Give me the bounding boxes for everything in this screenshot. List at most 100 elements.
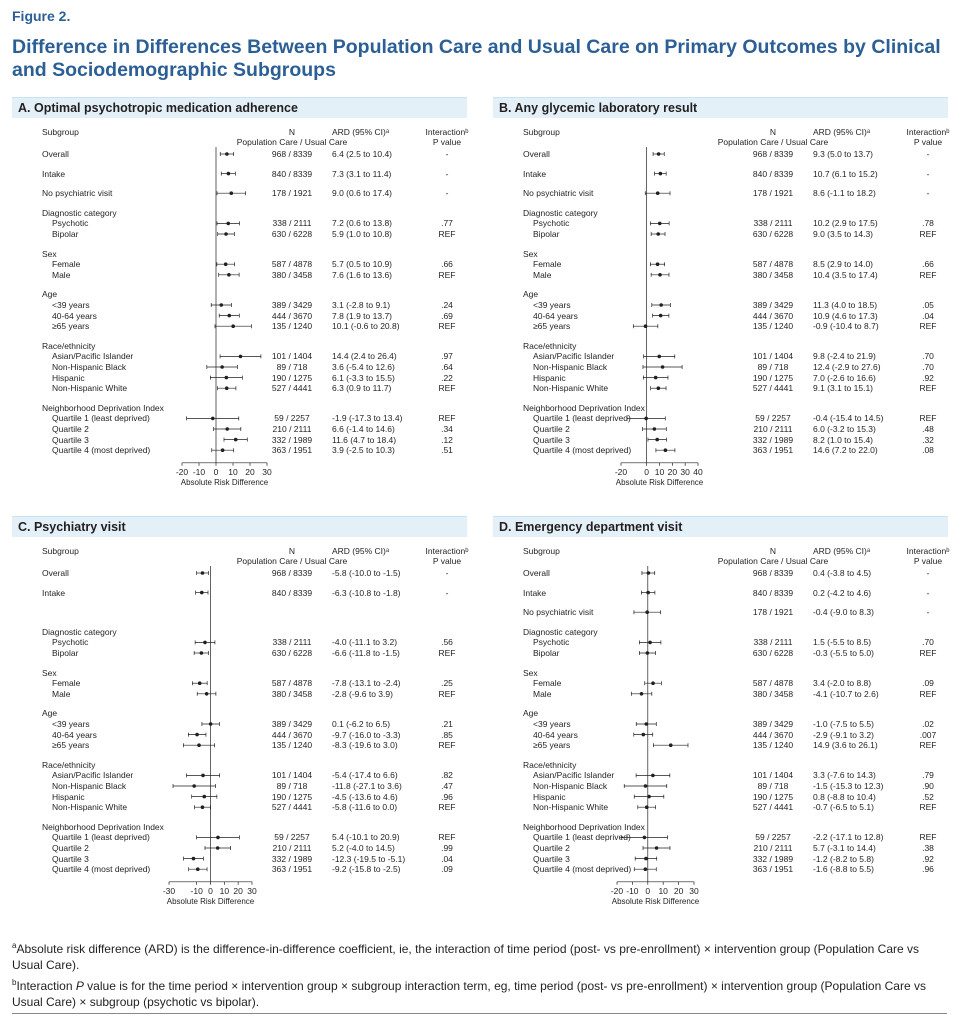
x-axis-tick-label: -10 [193, 467, 206, 477]
point-estimate [201, 773, 205, 778]
subgroup-header: Sex [523, 667, 538, 678]
interaction-p-value: .96 [922, 864, 934, 875]
point-estimate [203, 640, 207, 645]
interaction-p-value: .78 [922, 218, 934, 229]
column-header-interaction-line1: Interactionᵇ [425, 127, 469, 137]
panel-title: C. Psychiatry visit [18, 520, 126, 534]
ard-value: 6.4 (2.5 to 10.4) [332, 149, 393, 159]
point-estimate [231, 324, 235, 328]
subgroup-header: Race/ethnicity [42, 340, 96, 351]
interaction-p-value: .22 [441, 372, 453, 383]
interaction-p-value: .47 [441, 781, 453, 791]
point-estimate [656, 386, 661, 391]
point-estimate [644, 416, 648, 421]
point-estimate [227, 273, 231, 277]
interaction-p-value: - [926, 188, 930, 199]
n-value: 89 / 718 [757, 781, 789, 791]
n-value: 968 / 8339 [271, 568, 313, 578]
x-axis-tick-label: 10 [220, 886, 230, 896]
interaction-p-value: REF [438, 648, 456, 658]
forest-plot-svg: -20 -10 0 10 20 30 [611, 566, 699, 896]
interaction-p-value: - [926, 568, 930, 578]
footnote-b-p: P [75, 979, 84, 993]
interaction-p-value: - [445, 188, 449, 199]
interaction-p-value: .02 [922, 719, 934, 729]
ard-value: 6.3 (0.9 to 11.7) [332, 383, 392, 394]
column-header-interaction: Interactionᵇ P value [904, 127, 952, 147]
subgroup-label: 40-64 years [533, 729, 578, 740]
x-axis-tick-label: 30 [247, 886, 257, 896]
x-axis-caption: Absolute Risk Difference [166, 896, 255, 906]
point-estimate [200, 805, 205, 809]
column-header-interaction-line2: P value [432, 137, 462, 147]
ard-value: 0.8 (-8.8 to 10.4) [813, 791, 876, 802]
ard-value: -0.9 (-10.4 to 8.7) [813, 321, 879, 332]
subgroup-label: Bipolar [52, 648, 79, 658]
ard-value: -9.2 (-15.8 to -2.5) [332, 864, 401, 875]
point-estimate [645, 610, 649, 614]
point-estimate [224, 375, 229, 380]
subgroup-label: Bipolar [533, 648, 560, 658]
footnote-b-mark: b [12, 978, 17, 987]
interaction-p-value: - [445, 568, 449, 578]
n-value: 210 / 2111 [753, 843, 793, 853]
subgroup-header: Diagnostic category [523, 626, 598, 637]
point-estimate [220, 365, 224, 369]
point-estimate [229, 191, 234, 195]
subgroup-label: Male [533, 688, 552, 699]
ard-value: -0.4 (-9.0 to 8.3) [813, 607, 874, 618]
subgroup-label: Quartile 3 [52, 853, 89, 864]
interaction-p-value: .51 [441, 445, 453, 456]
column-header-interaction: Interactionᵇ P value [423, 127, 471, 147]
interaction-p-value: .85 [441, 729, 453, 740]
interaction-p-value: .97 [441, 351, 453, 362]
point-estimate [197, 681, 202, 685]
footnote-b-post: value is for the time period × intervent… [12, 979, 926, 1009]
interaction-p-value: .24 [441, 300, 453, 310]
column-header-subgroup: Subgroup [523, 546, 560, 556]
ard-value: -1.5 (-15.3 to 12.3) [813, 781, 884, 791]
subgroup-label: Male [52, 269, 71, 280]
x-axis-caption: Absolute Risk Difference [180, 477, 269, 487]
interaction-p-value: .25 [441, 678, 453, 689]
footnote-b: bInteraction P value is for the time per… [12, 975, 947, 1010]
subgroup-header: Race/ethnicity [42, 759, 96, 770]
point-estimate [210, 416, 215, 421]
n-value: 527 / 4441 [752, 802, 794, 813]
ard-value: 0.4 (-3.8 to 4.5) [813, 568, 872, 578]
interaction-p-value: - [926, 149, 930, 159]
ard-value: -2.9 (-9.1 to 3.2) [813, 729, 874, 740]
interaction-p-value: .79 [922, 770, 934, 781]
interaction-p-value: REF [438, 383, 456, 394]
point-estimate [654, 846, 659, 850]
forest-plot-svg: -20 -10 0 10 20 30 [176, 147, 272, 477]
subgroup-label: Intake [523, 168, 547, 179]
subgroup-label: Quartile 4 (most deprived) [52, 445, 151, 456]
column-header-ard: ARD (95% CI)ᵃ [332, 546, 390, 556]
point-estimate [660, 365, 665, 369]
panel-header: A. Optimal psychotropic medication adher… [12, 97, 467, 118]
point-estimate [195, 867, 200, 871]
interaction-p-value: .99 [441, 843, 453, 853]
interaction-p-value: REF [438, 413, 456, 424]
subgroup-header: Age [42, 708, 58, 719]
column-header-n-line2: Population Care / Usual Care [236, 137, 348, 147]
interaction-p-value: REF [438, 832, 456, 843]
interaction-p-value: .70 [922, 637, 934, 648]
n-value: 968 / 8339 [752, 568, 794, 578]
ard-value: 9.3 (5.0 to 13.7) [813, 149, 874, 159]
ard-value: 8.2 (1.0 to 15.4) [813, 434, 874, 445]
subgroup-header: Diagnostic category [42, 207, 117, 218]
interaction-p-value: .21 [441, 719, 453, 729]
point-estimate [227, 313, 232, 318]
subgroup-label: Hispanic [52, 791, 85, 802]
subgroup-header: Race/ethnicity [523, 340, 577, 351]
point-estimate [655, 437, 659, 442]
interaction-p-value: - [445, 587, 449, 598]
column-header-subgroup: Subgroup [42, 546, 79, 556]
ard-value: 3.4 (-2.0 to 8.8) [813, 678, 872, 689]
panel-title: D. Emergency department visit [499, 520, 683, 534]
column-header-n: N Population Care / Usual Care [713, 546, 833, 566]
subgroup-label: Quartile 4 (most deprived) [52, 864, 151, 875]
ard-value: 10.9 (4.6 to 17.3) [813, 310, 878, 321]
